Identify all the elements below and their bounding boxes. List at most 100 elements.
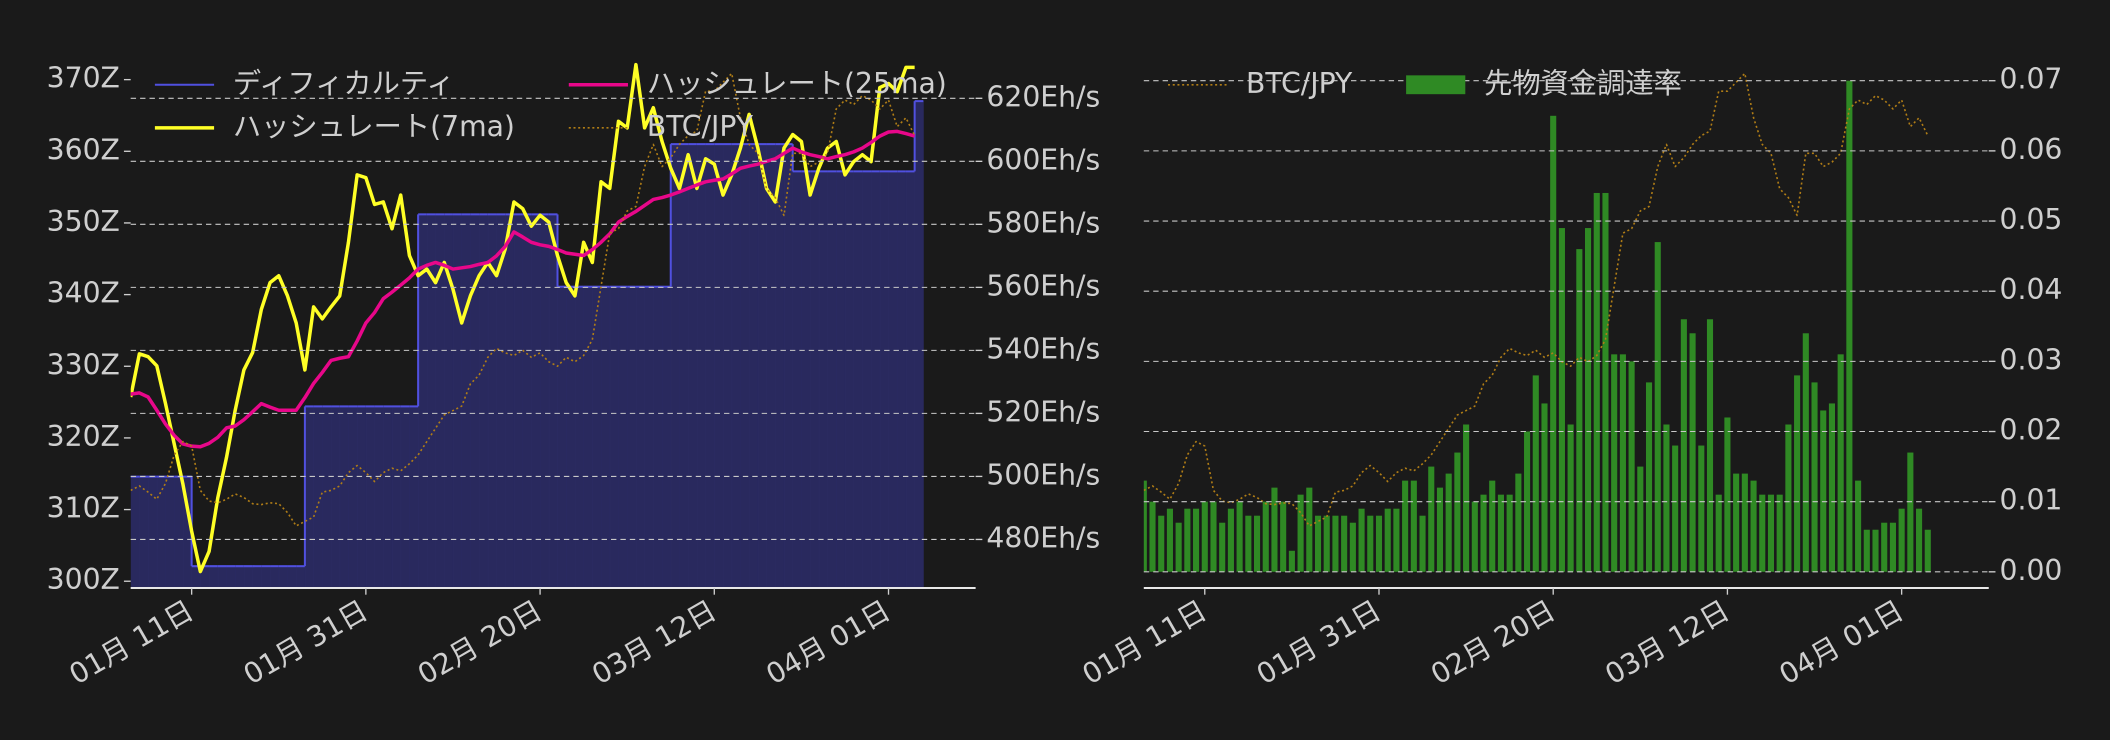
bar <box>1271 487 1278 572</box>
bar <box>1367 515 1374 572</box>
step-area <box>418 214 428 588</box>
step-area <box>130 476 140 588</box>
step-area <box>540 214 550 588</box>
step-area <box>278 566 288 588</box>
bar <box>1201 501 1208 572</box>
line <box>130 62 915 574</box>
step-area <box>853 171 863 588</box>
step-area <box>435 214 445 588</box>
bar <box>1227 508 1234 572</box>
bar <box>1585 228 1592 572</box>
legend-label: 先物資金調達率 <box>1484 67 1682 100</box>
bar <box>1323 515 1330 572</box>
bar <box>1463 424 1470 572</box>
step-area <box>644 286 654 588</box>
step-area <box>365 406 375 588</box>
legend-label: ハッシュレート(25ma) <box>647 67 947 100</box>
step-area <box>723 144 733 588</box>
bar <box>1445 473 1452 572</box>
step-area <box>270 566 280 588</box>
step-area <box>757 144 767 588</box>
bar <box>1811 382 1818 572</box>
step-area <box>670 144 680 588</box>
step-area <box>496 214 506 588</box>
step-area <box>139 476 149 588</box>
step-area <box>226 566 236 588</box>
bar <box>1785 424 1792 572</box>
bar <box>1733 473 1740 572</box>
bar <box>1306 487 1313 572</box>
bar <box>1680 319 1687 572</box>
y2-tick-label: 580Eh/s <box>986 206 1100 239</box>
bar <box>1541 403 1548 572</box>
bar <box>1515 473 1522 572</box>
step-area <box>827 171 837 588</box>
step-area <box>357 406 367 588</box>
bar <box>1471 501 1478 572</box>
y2-tick-label: 0.00 <box>2000 554 2063 587</box>
bar <box>1724 417 1731 572</box>
bar <box>1855 480 1862 572</box>
y-tick-label: 310Z <box>47 492 120 525</box>
bar <box>1907 452 1914 572</box>
bar <box>1846 80 1853 572</box>
step-area <box>470 214 480 588</box>
bar <box>1924 529 1931 572</box>
step-area <box>513 214 524 588</box>
step-area <box>583 286 593 588</box>
step-area <box>339 406 349 588</box>
bar <box>1253 515 1261 572</box>
step-area <box>479 214 489 588</box>
step-area <box>452 214 463 588</box>
bar <box>1645 382 1653 572</box>
bar <box>1149 501 1156 572</box>
step-area <box>731 144 741 588</box>
y2-tick-label: 0.05 <box>2000 203 2063 236</box>
step-area <box>331 406 341 588</box>
step-area <box>574 286 585 588</box>
y2-tick-label: 0.03 <box>2000 343 2063 376</box>
step-area <box>775 144 785 588</box>
bar <box>1497 494 1504 572</box>
bar <box>1419 515 1426 572</box>
bar <box>1184 508 1191 572</box>
legend-label: BTC/JPY <box>647 110 754 143</box>
step-area <box>522 214 532 588</box>
step-area <box>174 476 184 588</box>
bar <box>1611 354 1618 572</box>
step-area <box>304 406 315 588</box>
series-layer <box>1143 72 1931 572</box>
bar <box>1384 508 1391 572</box>
y2-tick-label: 600Eh/s <box>986 143 1100 176</box>
step-area <box>862 171 872 588</box>
step-area <box>783 144 794 588</box>
step-area <box>296 566 306 588</box>
bar <box>1654 242 1661 572</box>
bar <box>1706 319 1714 572</box>
y2-tick-label: 0.04 <box>2000 273 2063 306</box>
bar <box>1332 515 1339 572</box>
step-area <box>487 214 497 588</box>
bar <box>1349 522 1356 572</box>
step-area <box>148 476 158 588</box>
step-area <box>348 406 358 588</box>
step-area <box>261 566 271 588</box>
bar <box>1558 228 1565 572</box>
bar <box>1410 480 1417 572</box>
step-area <box>914 101 924 588</box>
bar <box>1837 354 1844 572</box>
step-area <box>322 406 332 588</box>
y2-tick-label: 540Eh/s <box>986 332 1100 365</box>
step-area <box>618 286 628 588</box>
bar <box>1916 508 1923 572</box>
step-area <box>165 476 175 588</box>
step-area <box>243 566 254 588</box>
legend-swatch <box>1406 75 1466 95</box>
step-area <box>461 214 471 588</box>
step-area <box>400 406 410 588</box>
bar <box>1506 494 1513 572</box>
bar <box>1576 249 1583 572</box>
step-area <box>383 406 393 588</box>
bar <box>1776 494 1783 572</box>
